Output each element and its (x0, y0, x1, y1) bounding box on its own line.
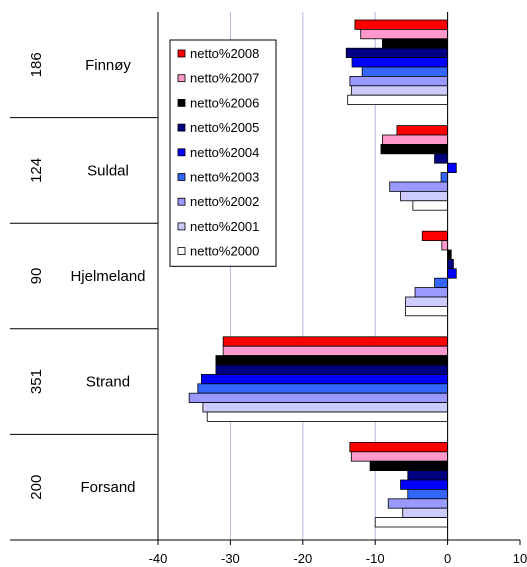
bar (345, 47, 448, 59)
legend-label: netto%2004 (190, 145, 259, 160)
bar (387, 498, 448, 509)
legend-swatch (177, 173, 186, 181)
category-name-label: Strand (86, 374, 130, 391)
bar (201, 373, 449, 385)
legend-label: netto%2005 (190, 120, 259, 135)
bar (412, 200, 448, 211)
bar (215, 364, 448, 375)
x-tick-label: -40 (149, 551, 168, 566)
category-name-label: Hjelmeland (70, 268, 145, 285)
bar (354, 19, 449, 30)
bar (400, 479, 449, 490)
bar (396, 125, 449, 136)
bar (405, 305, 449, 317)
legend-label: netto%2002 (190, 194, 259, 209)
category-code-label: 124 (28, 158, 45, 183)
bar (434, 153, 448, 164)
bar (222, 345, 449, 357)
category-code-label: 90 (28, 268, 45, 285)
x-tick-label: -30 (221, 551, 240, 566)
legend: netto%2008 netto%2007 netto%2006 netto%2005… (169, 39, 277, 267)
legend-label: netto%2008 (190, 46, 259, 61)
legend-label: netto%2000 (190, 244, 259, 259)
legend-swatch (177, 148, 186, 157)
bar (347, 94, 448, 105)
x-tick-label: 0 (444, 551, 451, 566)
bar (440, 172, 449, 183)
legend-swatch (177, 247, 186, 256)
bar (361, 66, 448, 77)
bars (188, 12, 457, 540)
category-code-label: 200 (28, 475, 45, 500)
bar (421, 230, 449, 241)
x-tick-label: -20 (293, 551, 312, 566)
legend-box (169, 39, 277, 267)
bar (206, 411, 448, 422)
bar (447, 162, 457, 173)
category-name-label: Finnøy (85, 57, 131, 74)
bar (349, 441, 448, 453)
bar (402, 507, 449, 519)
legend-label: netto%2006 (190, 95, 259, 110)
legend-label: netto%2003 (190, 170, 259, 185)
bar (202, 402, 449, 413)
legend-swatch (177, 74, 186, 83)
legend-label: netto%2007 (190, 71, 259, 86)
legend-swatch (177, 222, 186, 231)
legend-swatch (177, 123, 186, 132)
legend-swatch (177, 197, 186, 206)
bar (400, 190, 449, 202)
bar (407, 488, 448, 500)
bar (380, 143, 449, 155)
legend-swatch (177, 49, 186, 58)
legend-label: netto%2001 (190, 219, 259, 234)
bar (382, 38, 449, 49)
x-tick-label: 10 (513, 551, 527, 566)
bar (434, 277, 448, 289)
bar (351, 57, 449, 68)
bar (350, 85, 449, 96)
category-code-label: 186 (28, 52, 45, 77)
bar (188, 392, 448, 404)
bar (447, 258, 454, 270)
bar (447, 249, 452, 260)
bar (369, 460, 448, 472)
bar (405, 296, 449, 307)
bar (382, 134, 449, 145)
bar (350, 451, 449, 462)
bar (407, 470, 448, 481)
bar (374, 517, 449, 528)
bar (389, 181, 448, 192)
x-tick-label: -10 (366, 551, 385, 566)
bar (441, 240, 449, 251)
category-name-label: Forsand (80, 479, 135, 496)
bar (215, 355, 448, 366)
legend-swatch (177, 99, 186, 107)
bar (414, 287, 448, 298)
category-code-label: 351 (28, 369, 45, 394)
bar (222, 336, 449, 347)
bar (197, 383, 449, 394)
category-panel: 186 Finnøy 124 Suldal 90 Hjelmeland 351 Strand 2… (10, 12, 159, 541)
x-axis: -40 -30 -20 -10 0 10 (149, 539, 527, 566)
category-name-label: Suldal (87, 162, 129, 179)
bar (360, 28, 448, 40)
bar (349, 76, 448, 87)
bar (447, 268, 457, 279)
